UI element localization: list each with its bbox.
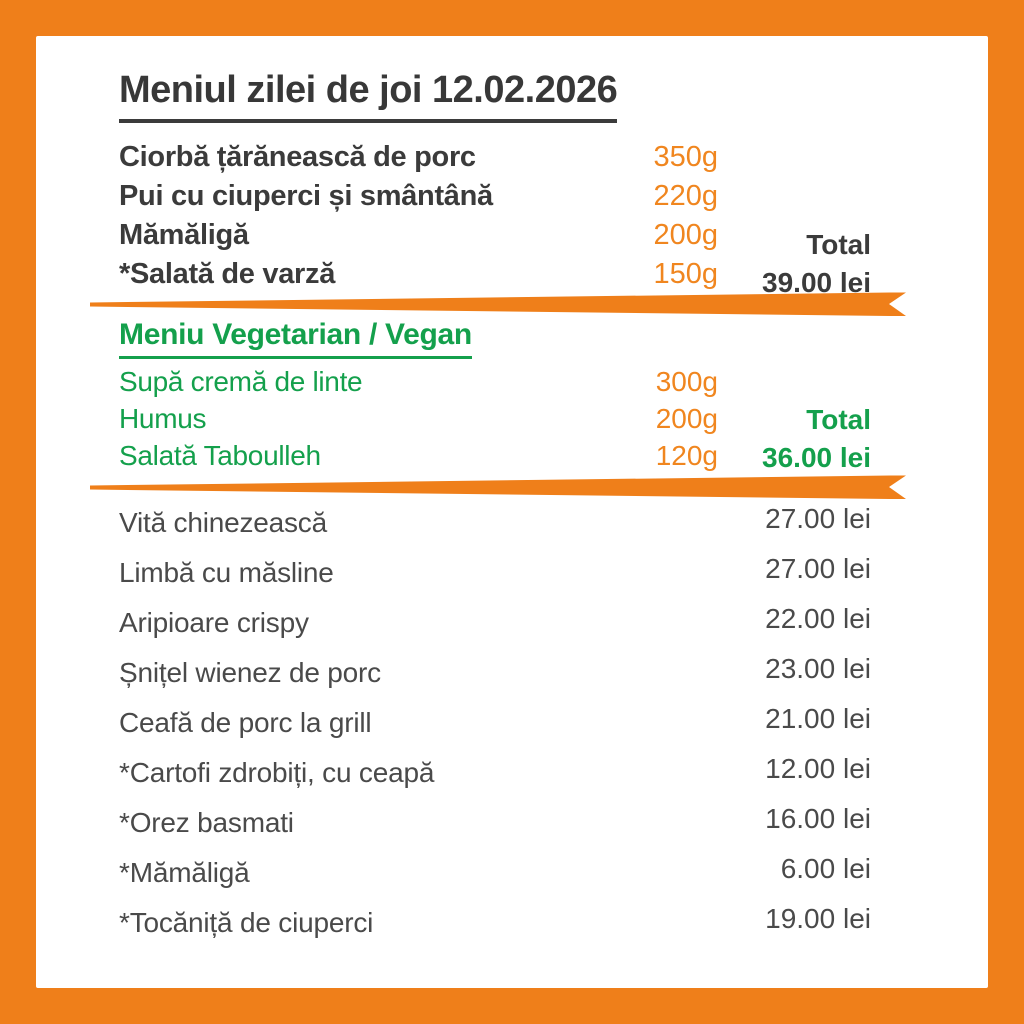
list-item: Pui cu ciuperci și smântână 220g xyxy=(119,180,718,219)
dish-price: 12.00 lei xyxy=(765,753,871,784)
dish-name: *Tocăniță de ciuperci xyxy=(119,907,374,938)
list-item: Supă cremă de linte 300g xyxy=(119,366,718,403)
list-item: *Salată de varză 150g xyxy=(119,258,718,297)
dish-weight: 120g xyxy=(655,440,718,471)
dish-name: Șnițel wienez de porc xyxy=(119,657,381,688)
daily-menu-list: Ciorbă țărănească de porc 350g Pui cu ci… xyxy=(119,141,718,297)
list-item: Limbă cu măsline 27.00 lei xyxy=(119,553,871,607)
dish-price: 27.00 lei xyxy=(765,503,871,534)
dish-name: *Salată de varză xyxy=(119,258,336,290)
list-item: *Cartofi zdrobiți, cu ceapă 12.00 lei xyxy=(119,753,871,807)
list-item: Ciorbă țărănească de porc 350g xyxy=(119,141,718,180)
list-item: *Orez basmati 16.00 lei xyxy=(119,803,871,857)
total-value: 39.00 lei xyxy=(762,267,871,298)
page-title: Meniul zilei de joi 12.02.2026 xyxy=(119,69,618,123)
list-item: Humus 200g xyxy=(119,403,718,440)
list-item: Șnițel wienez de porc 23.00 lei xyxy=(119,653,871,707)
dish-price: 23.00 lei xyxy=(765,653,871,684)
dish-name: Salată Taboulleh xyxy=(119,440,321,471)
a-la-carte-list: Vită chinezească 27.00 lei Limbă cu măsl… xyxy=(119,503,871,957)
dish-name: Vită chinezească xyxy=(119,507,327,538)
list-item: *Tocăniță de ciuperci 19.00 lei xyxy=(119,903,871,957)
vegetarian-menu-list: Supă cremă de linte 300g Humus 200g Sala… xyxy=(119,366,718,477)
dish-weight: 300g xyxy=(655,366,718,397)
dish-name: Supă cremă de linte xyxy=(119,366,363,397)
dish-name: *Cartofi zdrobiți, cu ceapă xyxy=(119,757,435,788)
ribbon-divider-icon xyxy=(90,475,907,500)
ribbon-divider-icon xyxy=(90,292,907,317)
dish-name: Aripioare crispy xyxy=(119,607,309,638)
dish-name: Pui cu ciuperci și smântână xyxy=(119,180,493,212)
dish-weight: 200g xyxy=(653,219,718,251)
list-item: Vită chinezească 27.00 lei xyxy=(119,503,871,557)
total-value: 36.00 lei xyxy=(762,442,871,473)
dish-weight: 220g xyxy=(653,180,718,212)
dish-price: 22.00 lei xyxy=(765,603,871,634)
list-item: Salată Taboulleh 120g xyxy=(119,440,718,477)
list-item: *Mămăligă 6.00 lei xyxy=(119,853,871,907)
dish-weight: 200g xyxy=(655,403,718,434)
total-label: Total xyxy=(806,229,871,260)
total-label: Total xyxy=(806,404,871,435)
dish-name: Ciorbă țărănească de porc xyxy=(119,141,476,173)
dish-price: 16.00 lei xyxy=(765,803,871,834)
dish-weight: 350g xyxy=(653,141,718,173)
dish-price: 27.00 lei xyxy=(765,553,871,584)
dish-name: *Mămăligă xyxy=(119,857,250,888)
menu-sheet xyxy=(36,36,988,988)
list-item: Mămăligă 200g xyxy=(119,219,718,258)
dish-name: Humus xyxy=(119,403,207,434)
dish-name: Mămăligă xyxy=(119,219,249,251)
dish-weight: 150g xyxy=(653,258,718,290)
vegetarian-menu-total: Total 36.00 lei xyxy=(762,401,871,477)
vegetarian-section-heading: Meniu Vegetarian / Vegan xyxy=(119,318,472,359)
list-item: Ceafă de porc la grill 21.00 lei xyxy=(119,703,871,757)
dish-name: Limbă cu măsline xyxy=(119,557,334,588)
dish-price: 19.00 lei xyxy=(765,903,871,934)
dish-name: Ceafă de porc la grill xyxy=(119,707,372,738)
dish-name: *Orez basmati xyxy=(119,807,294,838)
dish-price: 6.00 lei xyxy=(780,853,871,884)
dish-price: 21.00 lei xyxy=(765,703,871,734)
daily-menu-total: Total 39.00 lei xyxy=(762,226,871,302)
list-item: Aripioare crispy 22.00 lei xyxy=(119,603,871,657)
